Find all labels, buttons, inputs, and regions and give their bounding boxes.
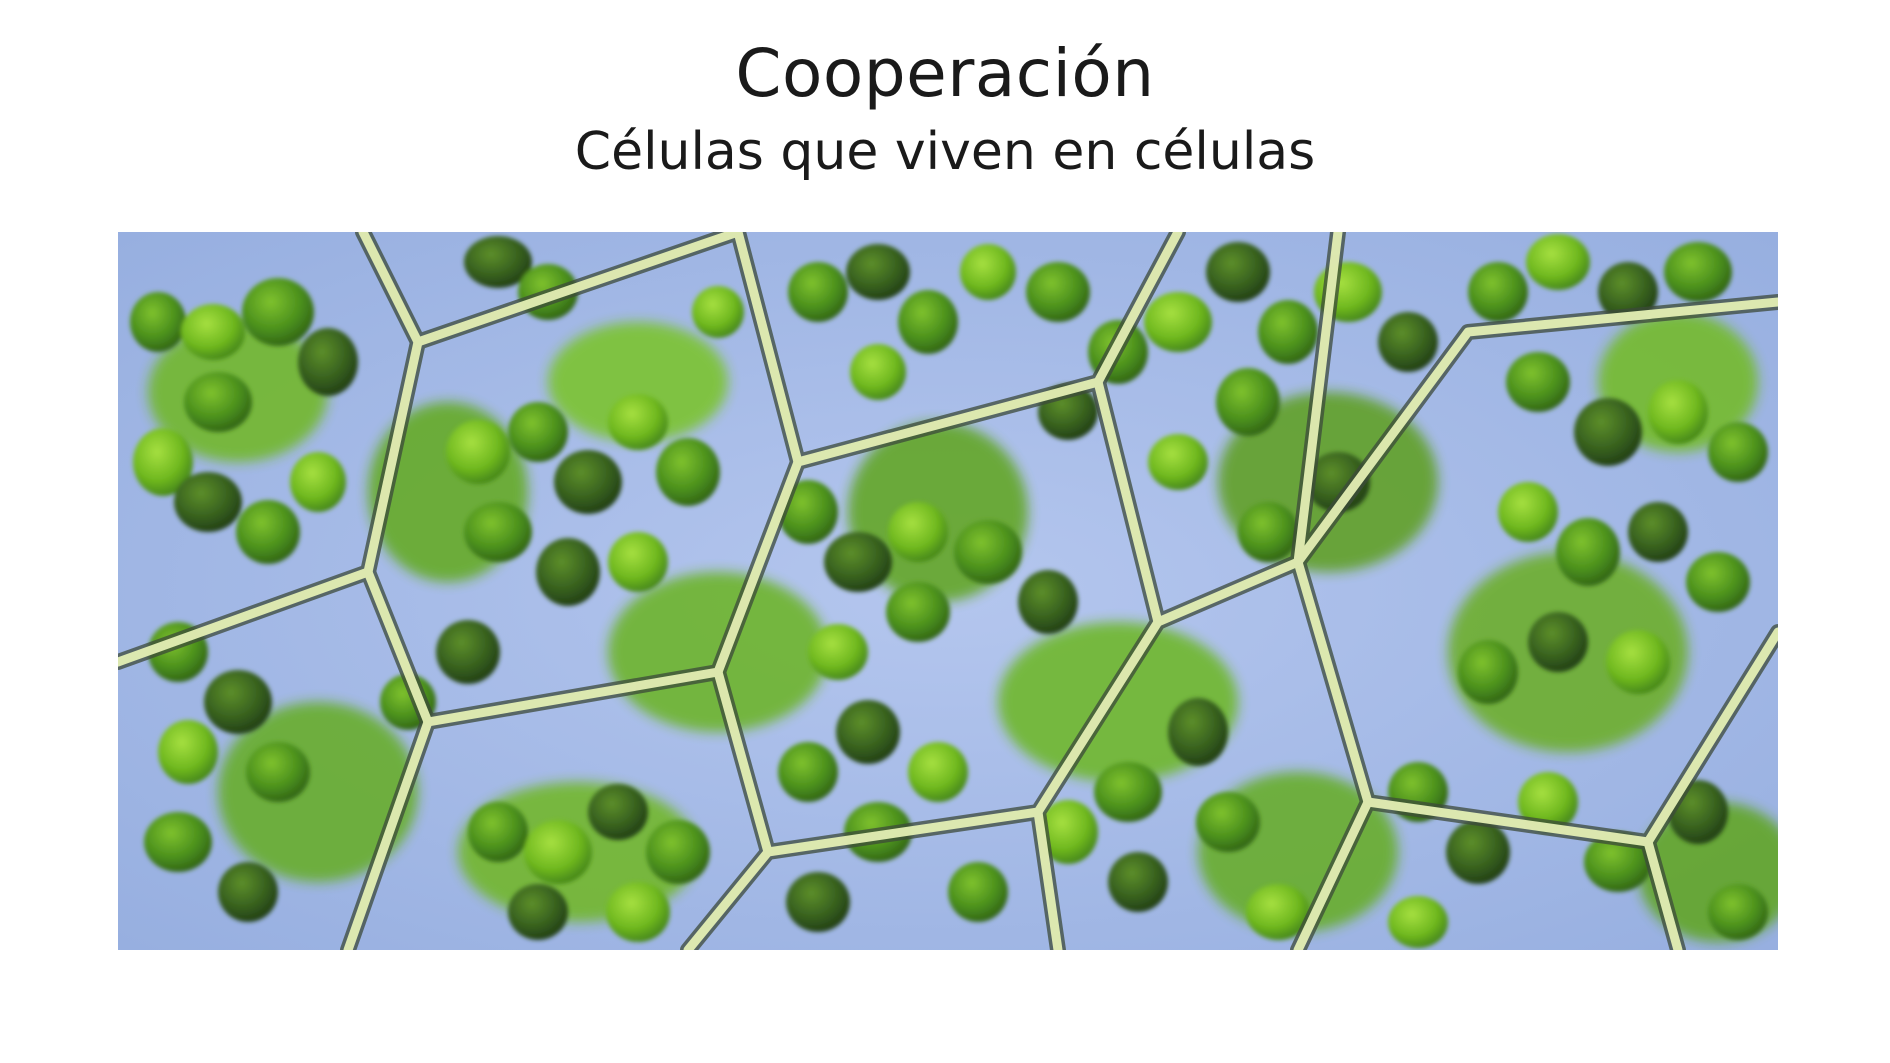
chloroplasts — [130, 234, 1768, 948]
chloroplast-micrograph-image — [118, 232, 1778, 950]
cell-walls — [118, 232, 1778, 950]
slide-title: Cooperación — [735, 35, 1155, 112]
slide-subtitle: Células que viven en células — [574, 122, 1316, 182]
